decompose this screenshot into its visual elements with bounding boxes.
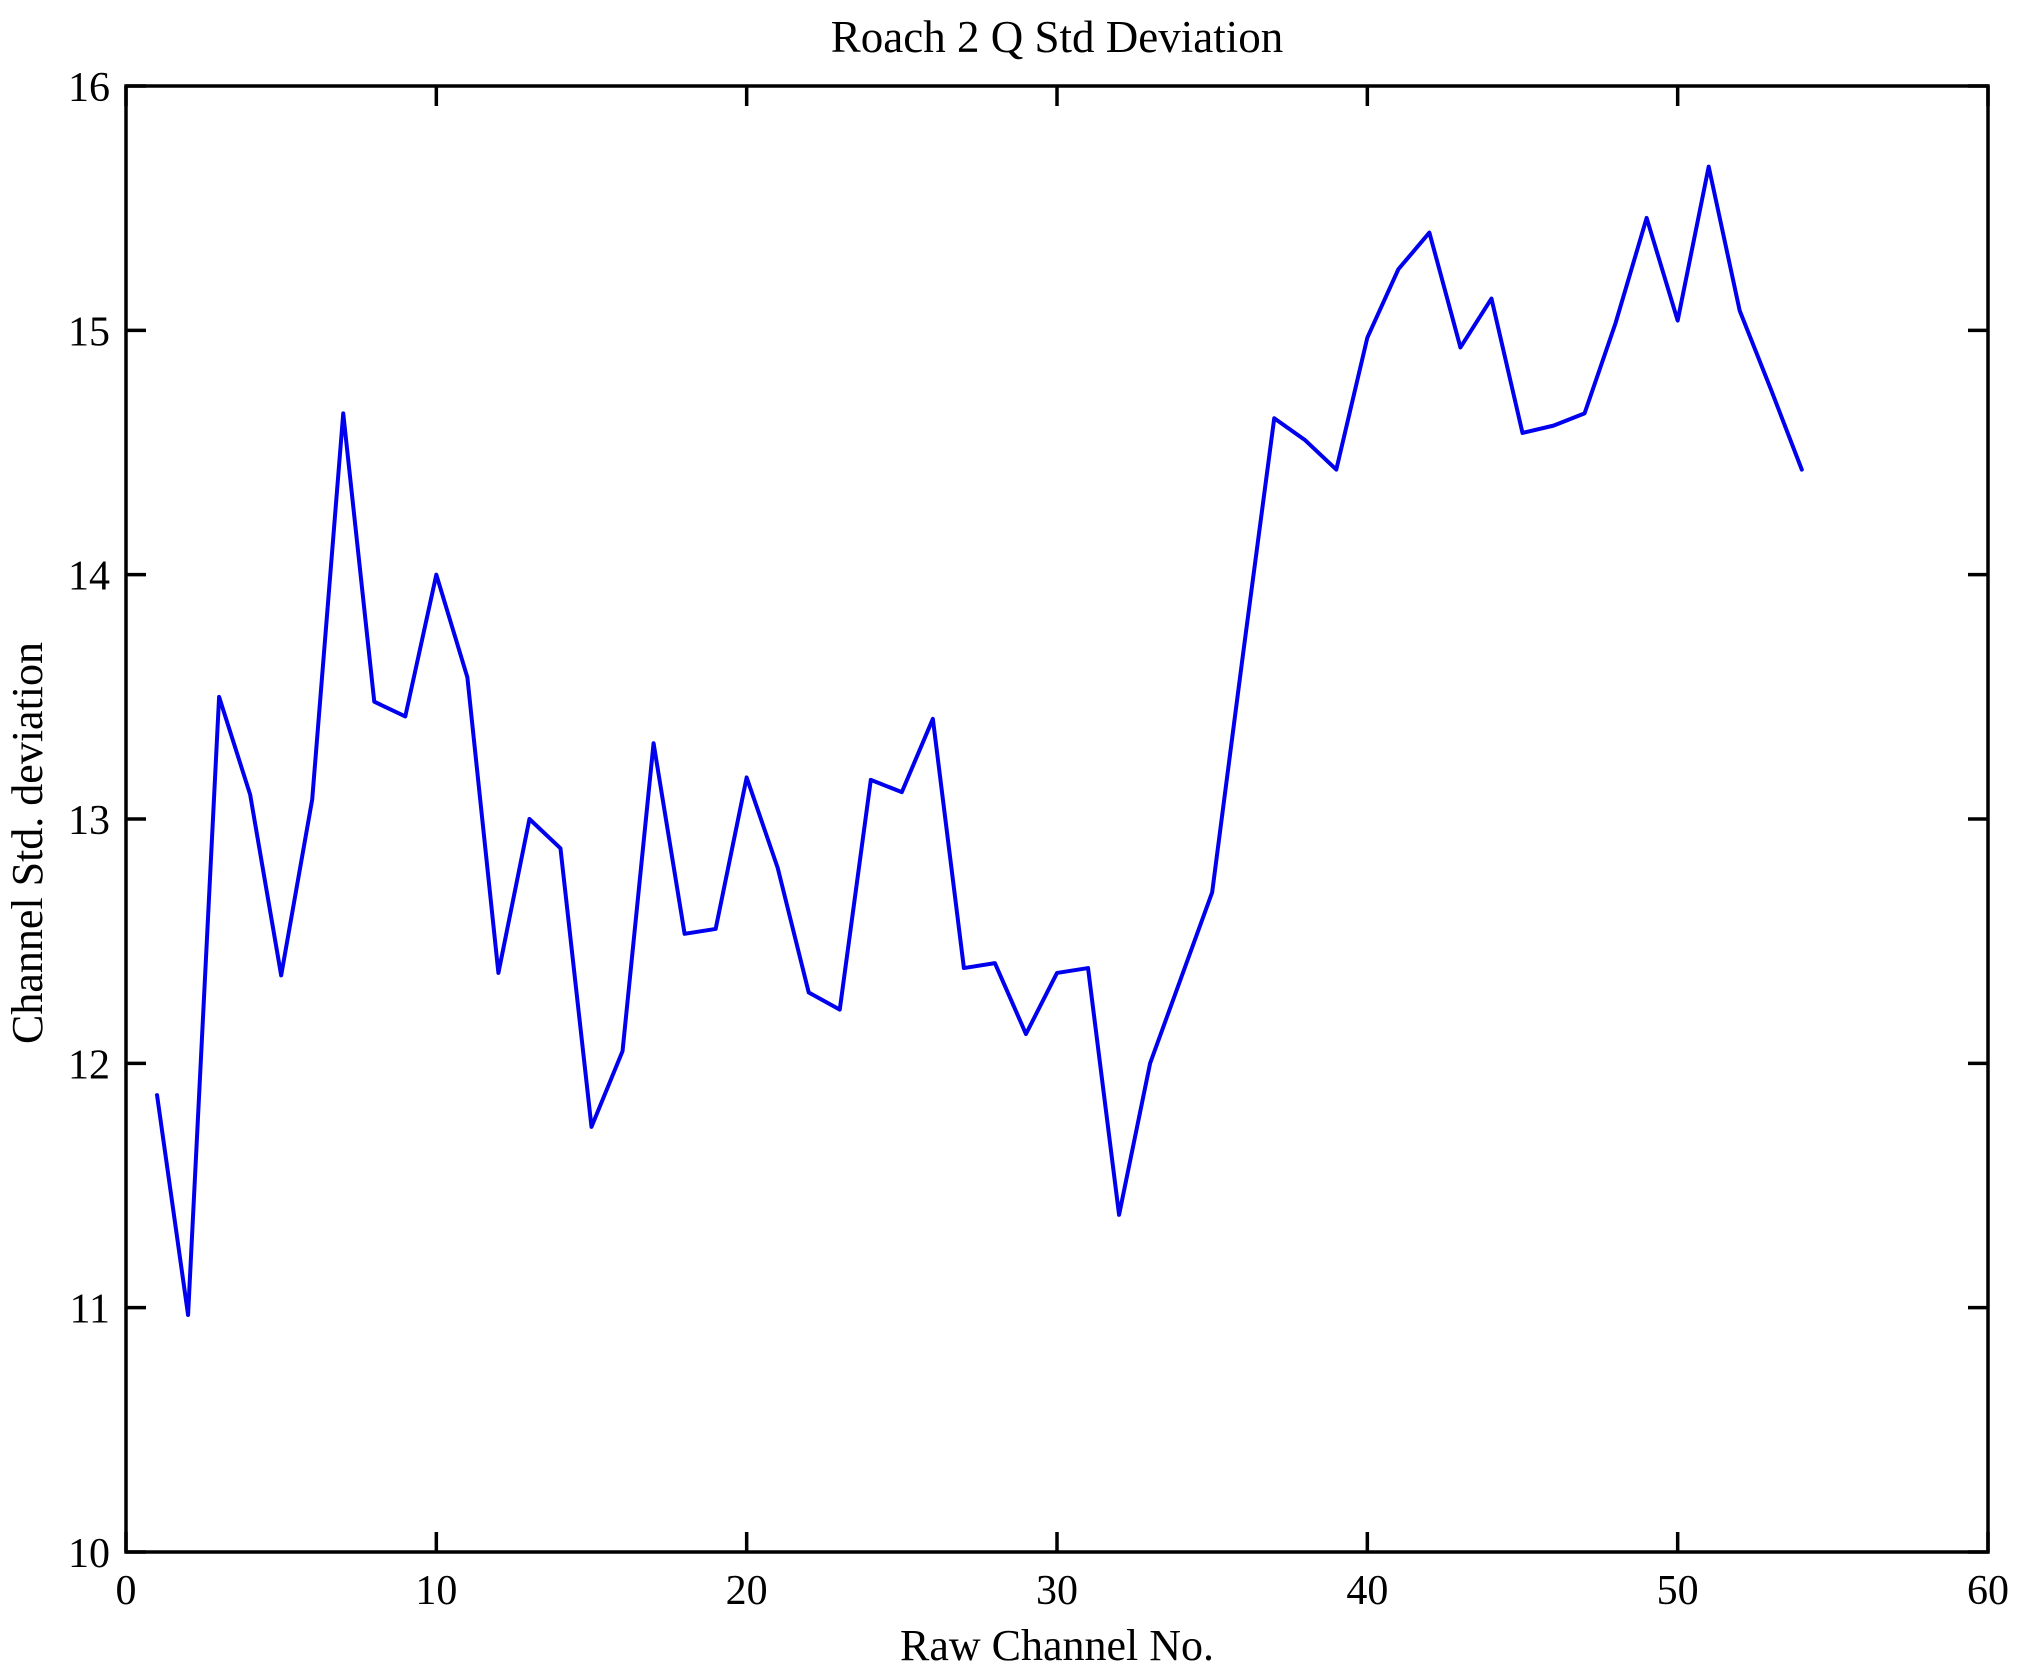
x-tick-label: 20: [726, 1568, 768, 1614]
data-line: [155, 164, 1804, 1317]
y-tick-label: 15: [68, 309, 110, 355]
y-tick-label: 16: [68, 65, 110, 111]
plot-border: [124, 84, 1990, 1554]
y-tick-label: 12: [68, 1042, 110, 1088]
chart-title: Roach 2 Q Std Deviation: [831, 12, 1283, 62]
y-tick-label: 13: [68, 798, 110, 844]
x-tick-label: 10: [415, 1568, 457, 1614]
x-axis-label: Raw Channel No.: [900, 1621, 1214, 1670]
x-tick-label: 0: [116, 1568, 137, 1614]
x-tick-label: 50: [1657, 1568, 1699, 1614]
y-tick-label: 11: [70, 1287, 110, 1333]
y-tick-label: 10: [68, 1531, 110, 1577]
x-tick-label: 30: [1036, 1568, 1078, 1614]
x-tick-label: 60: [1967, 1568, 2009, 1614]
y-axis-label: Channel Std. deviation: [3, 642, 52, 1044]
y-tick-label: 14: [68, 554, 110, 600]
x-tick-label: 40: [1346, 1568, 1388, 1614]
axis-ticks: [124, 84, 1990, 1554]
